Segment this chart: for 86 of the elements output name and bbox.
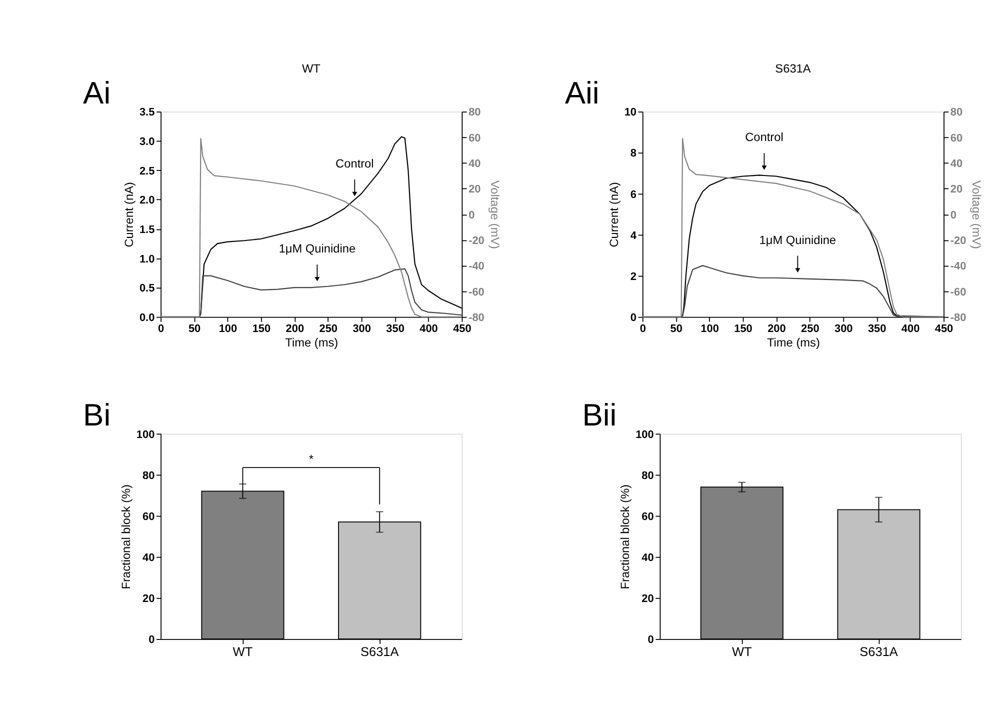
- y2-tick-label: 20: [468, 184, 481, 196]
- annotation: Control: [745, 130, 784, 144]
- x-tick-label: 400: [901, 322, 920, 335]
- x-tick-label: 0: [158, 322, 164, 335]
- y-tick-label: 20: [142, 593, 155, 606]
- y2-tick-label: 0: [950, 209, 956, 222]
- annotation: *: [308, 452, 314, 466]
- y2-tick-label: -40: [950, 260, 966, 273]
- y-tick-label: 0.0: [139, 312, 155, 324]
- y-tick-label: 4: [630, 230, 638, 242]
- y2-tick-label: 60: [468, 132, 481, 144]
- x-tick-label: 350: [868, 322, 886, 335]
- x-tick-label: 100: [218, 322, 238, 335]
- y2-tick-label: -80: [468, 312, 484, 324]
- y-tick-label: 80: [642, 470, 654, 482]
- y-tick-label: 1.0: [139, 253, 155, 266]
- x-tick-label: 300: [834, 322, 853, 335]
- x-tick-label: 250: [801, 322, 820, 335]
- y2-tick-label: 40: [468, 158, 481, 170]
- y-tick-label: 2.5: [139, 165, 155, 178]
- y2-tick-label: -60: [468, 286, 484, 298]
- y-tick-label: 40: [142, 552, 155, 564]
- y-tick-label: 2.0: [139, 194, 155, 207]
- y2-tick-label: 40: [950, 158, 963, 170]
- x-axis-title: Time (ms): [285, 336, 338, 350]
- y2-tick-label: -40: [468, 260, 484, 273]
- y2-axis-title: Voltage (mV): [488, 180, 502, 250]
- y-axis-title: Fractional block (%): [119, 484, 134, 590]
- y-axis-title: Current (nA): [122, 182, 136, 248]
- x-tick-label: 150: [734, 322, 752, 335]
- x-tick-label: 200: [768, 322, 786, 335]
- y2-tick-label: 80: [468, 106, 481, 119]
- y-tick-label: 100: [636, 428, 654, 441]
- text: Aii: [564, 75, 600, 110]
- x-tick-label: WT: [232, 644, 253, 659]
- y-tick-label: 1.5: [139, 224, 155, 236]
- x-tick-label: WT: [732, 644, 752, 659]
- y2-tick-label: 0: [468, 209, 475, 222]
- y-tick-label: 60: [142, 510, 155, 523]
- y-tick-label: 20: [642, 593, 654, 606]
- y-tick-label: 0: [648, 634, 654, 646]
- annotation: Control: [336, 156, 374, 171]
- y-tick-label: 3.0: [139, 136, 155, 148]
- text: Ai: [83, 75, 111, 110]
- text: Bi: [83, 397, 111, 432]
- x-tick-label: S631A: [360, 644, 400, 659]
- y2-tick-label: 80: [950, 106, 963, 119]
- y2-tick-label: -60: [950, 286, 966, 298]
- y-tick-label: 6: [630, 188, 636, 201]
- x-tick-label: 450: [934, 322, 954, 335]
- y2-tick-label: 60: [950, 132, 963, 144]
- annotation: 1μM Quinidine: [759, 232, 836, 247]
- x-tick-label: 450: [453, 322, 472, 335]
- x-tick-label: 100: [700, 322, 719, 335]
- y-tick-label: 0: [630, 312, 636, 324]
- annotation: 1μM Quinidine: [278, 242, 356, 256]
- y2-tick-label: -20: [950, 235, 966, 247]
- y-tick-label: 40: [642, 552, 654, 564]
- x-tick-label: 300: [352, 322, 371, 335]
- y-axis-title: Current (nA): [606, 182, 621, 248]
- y2-tick-label: -20: [468, 235, 484, 247]
- y-tick-label: 8: [630, 148, 636, 160]
- y-tick-label: 0: [148, 634, 155, 646]
- y-axis-title: Fractional block (%): [618, 484, 632, 590]
- x-tick-label: 50: [188, 322, 201, 335]
- y2-tick-label: 20: [950, 184, 963, 196]
- x-tick-label: 350: [386, 322, 404, 335]
- x-tick-label: 50: [670, 322, 682, 335]
- y-tick-label: 0.5: [139, 282, 155, 295]
- y-tick-label: 100: [136, 428, 155, 441]
- x-tick-label: S631A: [860, 644, 898, 659]
- chart-title: S631A: [775, 61, 811, 76]
- y-tick-label: 60: [642, 510, 654, 523]
- y-tick-label: 80: [142, 470, 155, 482]
- chart-title: WT: [302, 61, 320, 76]
- y2-axis-title: Voltage (mV): [970, 180, 984, 250]
- x-tick-label: 150: [252, 322, 271, 335]
- x-axis-title: Time (ms): [766, 336, 820, 350]
- text: Bii: [582, 397, 617, 432]
- y-tick-label: 3.5: [139, 106, 155, 119]
- x-tick-label: 200: [286, 322, 304, 335]
- y-tick-label: 2: [630, 270, 636, 283]
- x-tick-label: 250: [319, 322, 338, 335]
- y2-tick-label: -80: [950, 312, 966, 324]
- x-tick-label: 400: [420, 322, 438, 335]
- y-tick-label: 10: [624, 106, 636, 119]
